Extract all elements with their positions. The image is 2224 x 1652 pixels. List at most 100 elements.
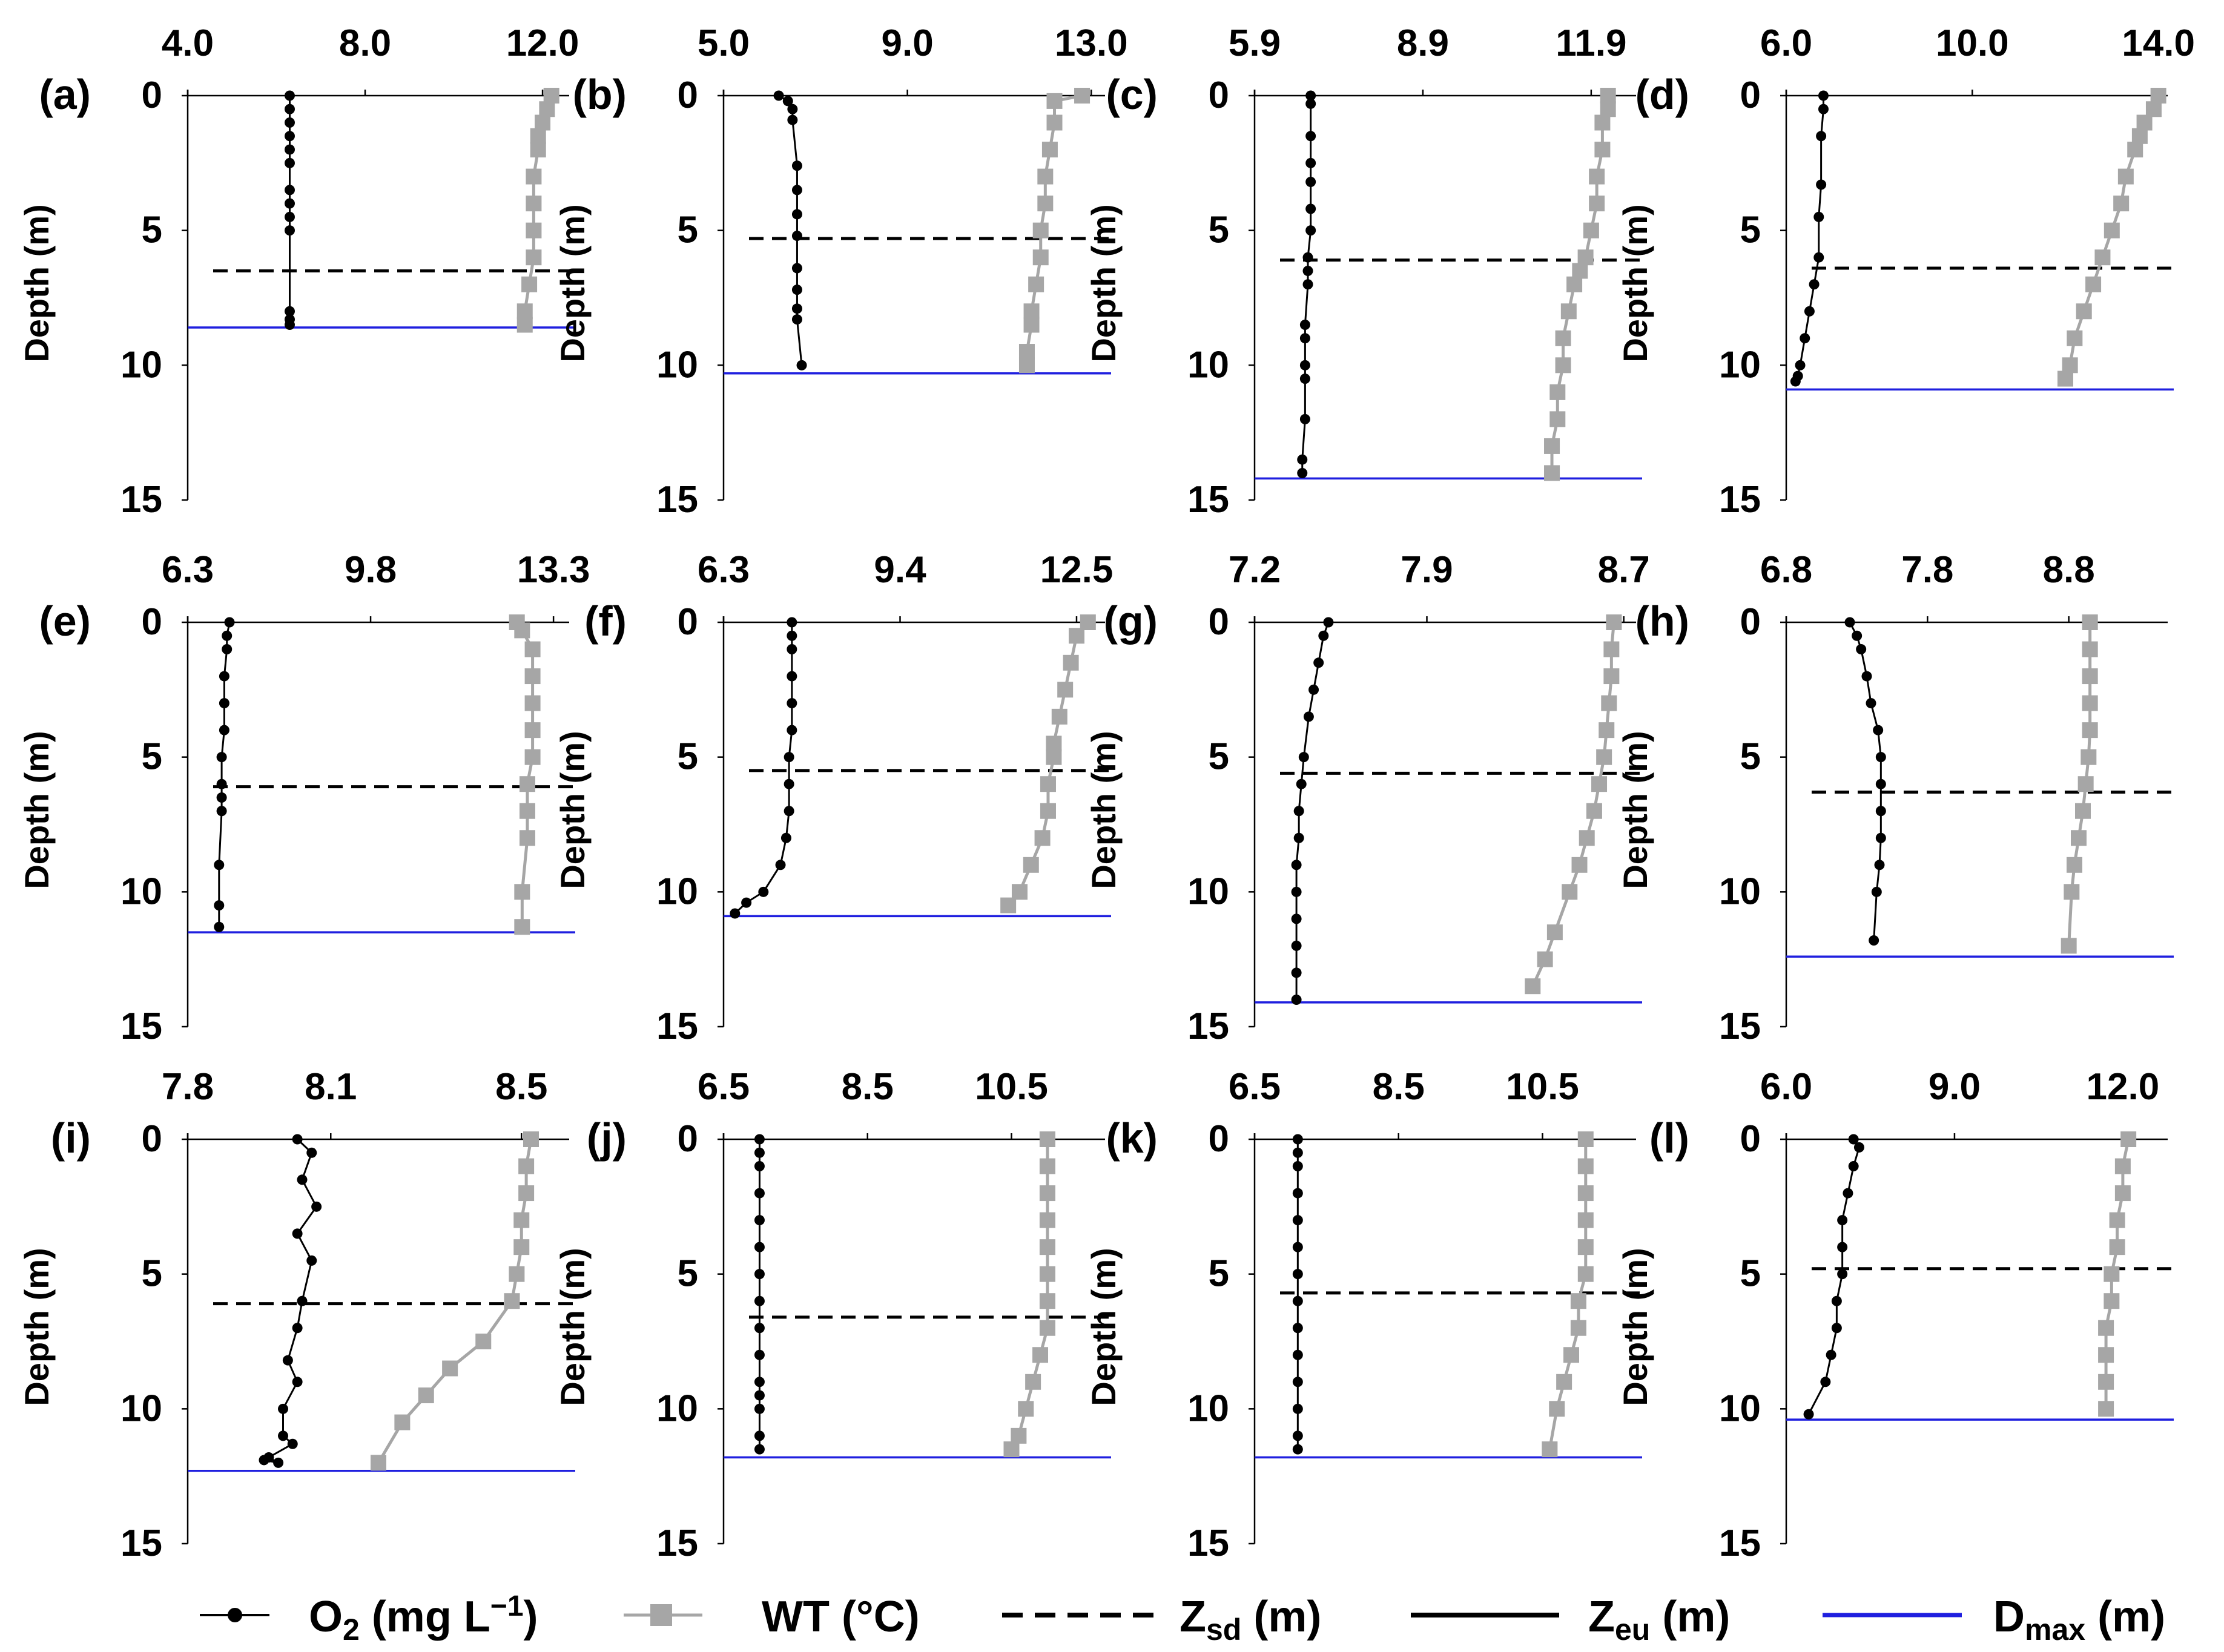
legend-zsd-label: Zsd (m): [1180, 1593, 1321, 1647]
o2-point-e-4: [219, 698, 229, 709]
wt-point-a-9: [521, 276, 538, 292]
x-tick-label-h-0: 6.8: [1760, 549, 1812, 591]
wt-point-i-9: [418, 1387, 434, 1404]
o2-point-e-9: [216, 806, 227, 817]
o2-point-k-9: [1292, 1349, 1303, 1360]
legend-item-o2: O2 (mg L−1): [200, 1590, 538, 1647]
o2-point-l-11: [1803, 1409, 1814, 1420]
o2-point-h-2: [1856, 644, 1867, 655]
wt-point-b-12: [1018, 357, 1035, 374]
x-tick-label-g-1: 7.9: [1401, 549, 1453, 591]
y-axis-label-c: Depth (m): [1084, 204, 1123, 362]
y-tick-label-j-0: 0: [678, 1118, 698, 1160]
y-tick-label-k-0: 0: [1209, 1118, 1229, 1160]
wt-point-a-0: [543, 88, 559, 104]
y-tick-label-i-10: 10: [120, 1387, 162, 1429]
o2-point-l-2: [1848, 1161, 1859, 1172]
wt-point-a-2: [535, 114, 551, 131]
y-tick-label-f-5: 5: [678, 736, 698, 778]
x-tick-label-c-0: 5.9: [1229, 22, 1281, 64]
panel-label-h: (h): [1635, 597, 1689, 645]
wt-point-h-0: [2082, 614, 2098, 630]
o2-point-f-1: [787, 630, 797, 641]
o2-point-i-11: [278, 1430, 288, 1441]
o2-point-j-12: [754, 1403, 765, 1414]
o2-point-i-6: [297, 1295, 308, 1306]
y-tick-label-g-15: 15: [1187, 1005, 1229, 1047]
o2-point-l-8: [1831, 1323, 1842, 1334]
o2-point-b-6: [791, 209, 802, 220]
o2-point-a-1: [284, 104, 295, 114]
wt-point-c-1: [1600, 101, 1616, 117]
o2-point-k-7: [1292, 1295, 1303, 1306]
wt-point-c-0: [1600, 88, 1616, 104]
o2-point-c-2: [1305, 131, 1316, 142]
o2-point-a-0: [284, 90, 295, 101]
legend-item-zsd: Zsd (m): [1002, 1593, 1321, 1647]
wt-point-f-3: [1057, 682, 1074, 698]
o2-point-k-11: [1292, 1403, 1303, 1414]
wt-point-h-11: [2061, 938, 2077, 954]
wt-point-h-3: [2082, 695, 2098, 711]
wt-point-e-4: [524, 695, 541, 711]
wt-point-l-2: [2114, 1185, 2131, 1202]
o2-point-h-8: [1875, 806, 1886, 817]
o2-point-k-3: [1292, 1188, 1303, 1199]
wt-point-k-10: [1549, 1401, 1565, 1417]
x-tick-label-d-0: 6.0: [1760, 22, 1812, 64]
panel-label-l: (l): [1649, 1114, 1689, 1162]
o2-point-j-13: [754, 1430, 765, 1441]
y-tick-label-a-10: 10: [120, 344, 162, 386]
wt-point-f-5: [1046, 736, 1062, 752]
panel-l: (l) Depth (m) 0 5 10 15 6.0 9.0 12.0: [1616, 1066, 2174, 1564]
y-axis-label-k: Depth (m): [1084, 1248, 1123, 1406]
o2-point-g-14: [1291, 994, 1302, 1005]
o2-point-c-7: [1302, 252, 1313, 263]
x-tick-label-k-0: 6.5: [1229, 1066, 1281, 1108]
wt-point-b-3: [1041, 142, 1058, 158]
o2-point-c-9: [1302, 279, 1313, 290]
y-tick-label-d-5: 5: [1740, 209, 1761, 251]
x-tick-label-f-0: 6.3: [698, 549, 750, 591]
o2-point-a-5: [284, 157, 295, 168]
wt-point-c-3: [1594, 142, 1611, 158]
o2-point-l-4: [1837, 1215, 1848, 1226]
wt-point-f-0: [1080, 614, 1096, 630]
o2-point-h-7: [1875, 778, 1886, 789]
wt-point-f-2: [1063, 654, 1079, 671]
o2-point-j-9: [754, 1349, 765, 1360]
panel-label-j: (j): [587, 1114, 627, 1162]
y-tick-label-h-0: 0: [1740, 601, 1761, 643]
o2-point-e-5: [219, 725, 229, 736]
y-tick-label-i-15: 15: [120, 1522, 162, 1564]
o2-point-g-4: [1303, 711, 1314, 722]
legend-o2-marker: [228, 1608, 242, 1622]
wt-point-i-10: [394, 1414, 411, 1430]
wt-point-e-1: [514, 622, 530, 639]
wt-point-l-9: [2098, 1374, 2114, 1390]
o2-point-f-6: [784, 752, 794, 763]
o2-series-line-l: [1807, 1139, 1861, 1415]
wt-point-l-7: [2098, 1320, 2114, 1336]
wt-point-l-5: [2104, 1266, 2120, 1282]
wt-point-e-9: [519, 830, 535, 846]
wt-point-c-6: [1583, 222, 1599, 239]
o2-point-k-5: [1292, 1242, 1303, 1252]
wt-point-c-12: [1555, 357, 1571, 374]
o2-point-c-6: [1305, 225, 1316, 236]
o2-point-g-13: [1291, 967, 1302, 978]
o2-point-l-3: [1843, 1188, 1853, 1199]
o2-point-b-5: [791, 185, 802, 196]
o2-point-h-10: [1874, 860, 1885, 870]
y-axis-label-a: Depth (m): [18, 204, 56, 362]
x-tick-label-f-2: 12.5: [1040, 549, 1114, 591]
y-tick-label-l-5: 5: [1740, 1253, 1761, 1295]
wt-point-i-7: [475, 1334, 492, 1349]
y-tick-label-k-15: 15: [1187, 1522, 1229, 1564]
wt-point-l-1: [2114, 1158, 2131, 1174]
o2-point-h-1: [1852, 630, 1863, 641]
o2-point-d-11: [1790, 376, 1801, 387]
panel-k: (k) Depth (m) 0 5 10 15 6.5 8.5 10.5: [1084, 1066, 1642, 1564]
wt-point-j-6: [1039, 1293, 1055, 1309]
o2-point-c-15: [1297, 454, 1308, 465]
